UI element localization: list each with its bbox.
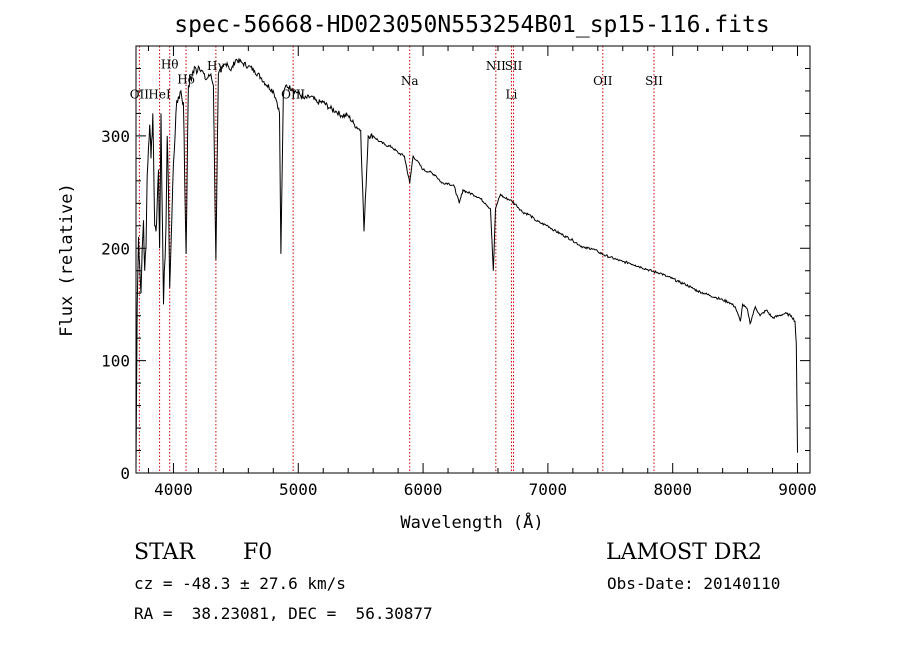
coordinates: RA = 38.23081, DEC = 56.30877 xyxy=(134,604,433,623)
line-markers xyxy=(138,46,655,473)
x-tick-label: 7000 xyxy=(529,480,568,499)
x-axis-ticks: 4000 5000 6000 7000 8000 9000 xyxy=(147,46,817,499)
line-marker-label: Na xyxy=(401,74,419,88)
line-marker-label: HeI xyxy=(148,88,171,102)
line-marker-label: OII xyxy=(593,74,613,88)
spectrum-line xyxy=(135,58,798,468)
plot-frame xyxy=(135,45,811,474)
x-axis-label: Wavelength (Å) xyxy=(400,511,543,533)
object-subclass: F0 xyxy=(243,540,273,565)
x-tick-label: 6000 xyxy=(404,480,443,499)
y-axis-label: Flux (relative) xyxy=(57,183,77,337)
line-marker-label: SII xyxy=(645,74,663,88)
chart-title: spec-56668-HD023050N553254B01_sp15-116.f… xyxy=(174,12,769,38)
redshift-line: cz = -48.3 ± 27.6 km/s xyxy=(134,574,346,593)
y-tick-label: 200 xyxy=(101,239,130,258)
line-marker-label: Li xyxy=(506,88,518,102)
y-tick-label: 0 xyxy=(120,464,130,483)
y-tick-label: 300 xyxy=(101,127,130,146)
line-marker-label: OII xyxy=(130,88,150,102)
survey-name: LAMOST DR2 xyxy=(606,540,762,565)
line-marker-label: NII xyxy=(486,59,506,73)
x-tick-label: 4000 xyxy=(154,480,193,499)
line-marker-label: Hθ xyxy=(161,58,179,72)
x-tick-label: 5000 xyxy=(279,480,318,499)
object-class: STAR xyxy=(134,540,195,565)
x-tick-label: 9000 xyxy=(778,480,817,499)
line-marker-label: SII xyxy=(505,59,523,73)
obs-date: Obs-Date: 20140110 xyxy=(607,574,781,593)
y-tick-label: 100 xyxy=(101,352,130,371)
y-axis-ticks: 0 100 200 300 xyxy=(101,67,810,483)
x-tick-label: 8000 xyxy=(653,480,692,499)
